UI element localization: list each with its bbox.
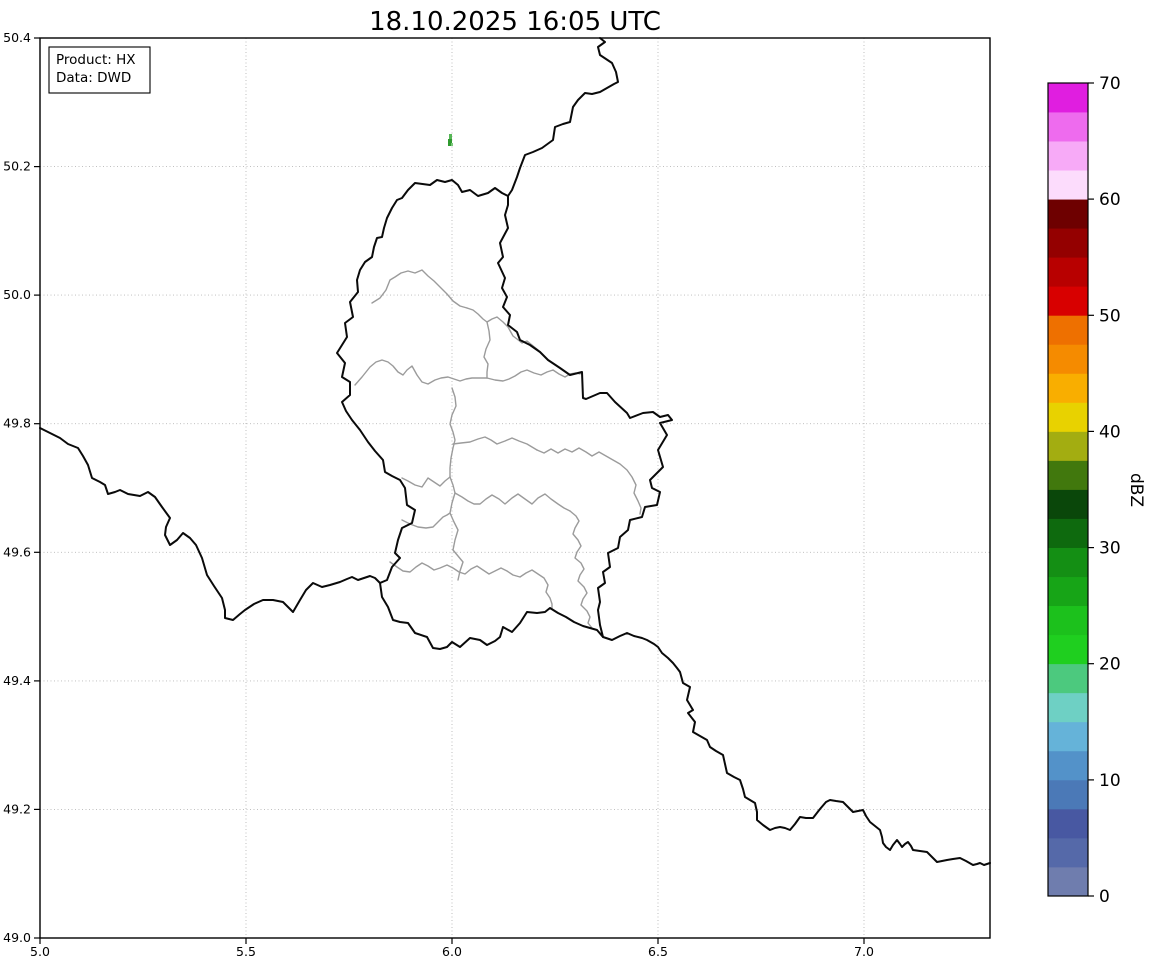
colorbar-segment (1048, 634, 1088, 665)
annotation-data-source: Data: DWD (56, 70, 131, 86)
x-tick-label: 5.0 (30, 944, 50, 959)
colorbar-segment (1048, 83, 1088, 113)
plot-frame (39, 37, 991, 939)
colorbar-segment (1048, 837, 1088, 868)
border-belgium-france (39, 427, 381, 621)
colorbar-tick-label: 10 (1099, 771, 1121, 791)
y-tick-label: 49.2 (3, 801, 31, 816)
grid-lines (40, 38, 990, 938)
x-axis-labels: 5.0 5.5 6.0 6.5 7.0 (30, 944, 874, 959)
y-tick-label: 49.4 (3, 673, 31, 688)
y-tick-label: 50.2 (3, 159, 31, 174)
colorbar-unit-label: dBZ (1126, 473, 1146, 507)
colorbar-segment (1048, 141, 1088, 171)
radar-echo (451, 143, 453, 146)
colorbar-segment (1048, 721, 1088, 752)
radar-echo (448, 139, 452, 146)
x-tick-label: 6.5 (648, 944, 668, 959)
border-luxembourg (336, 179, 673, 650)
colorbar-segment (1048, 866, 1088, 897)
colorbar-tick-label: 50 (1099, 306, 1121, 326)
x-tick-label: 7.0 (854, 944, 874, 959)
colorbar-segment (1048, 112, 1088, 142)
district-borders (354, 269, 642, 629)
y-tick-label: 49.0 (3, 930, 31, 945)
x-tick-label: 5.5 (236, 944, 256, 959)
y-tick-label: 49.6 (3, 544, 31, 559)
y-axis-labels: 50.4 50.2 50.0 49.8 49.6 49.4 49.2 49.0 (3, 30, 31, 945)
colorbar-tick-label: 20 (1099, 655, 1121, 675)
country-borders (39, 37, 991, 866)
radar-echo-cells (448, 134, 453, 146)
colorbar-segment (1048, 344, 1088, 374)
colorbar-segment (1048, 257, 1088, 287)
colorbar-segment (1048, 489, 1088, 519)
y-tick-label: 49.8 (3, 416, 31, 431)
colorbar-tick-label: 0 (1099, 887, 1110, 907)
x-tick-label: 6.0 (442, 944, 462, 959)
y-tick-label: 50.4 (3, 30, 31, 45)
radar-echo (449, 134, 452, 139)
colorbar-segment (1048, 663, 1088, 694)
colorbar-segment (1048, 547, 1088, 578)
colorbar-segment (1048, 692, 1088, 723)
annotation-product: Product: HX (56, 52, 136, 68)
colorbar-segment (1048, 199, 1088, 229)
colorbar-segment (1048, 373, 1088, 403)
border-belgium-germany (507, 37, 619, 197)
colorbar-segment (1048, 750, 1088, 781)
colorbar-segment (1048, 808, 1088, 839)
colorbar-segment (1048, 228, 1088, 258)
y-tick-label: 50.0 (3, 287, 31, 302)
colorbar-tick-labels: 70 60 50 40 30 20 10 0 (1099, 74, 1121, 907)
colorbar-segment (1048, 605, 1088, 636)
colorbar-ticks (1088, 82, 1094, 897)
colorbar-segment (1048, 779, 1088, 810)
colorbar-gradient (1048, 83, 1088, 897)
colorbar: 70 60 50 40 30 20 10 0 dBZ (1047, 74, 1146, 907)
colorbar-segment (1048, 460, 1088, 490)
colorbar-tick-label: 40 (1099, 422, 1121, 442)
colorbar-segment (1048, 315, 1088, 345)
colorbar-segment (1048, 431, 1088, 461)
axis-ticks (34, 37, 865, 944)
colorbar-segment (1048, 286, 1088, 316)
colorbar-segment (1048, 402, 1088, 432)
page-title: 18.10.2025 16:05 UTC (369, 7, 661, 37)
colorbar-tick-label: 30 (1099, 539, 1121, 559)
colorbar-tick-label: 60 (1099, 190, 1121, 210)
border-france-germany (602, 632, 991, 866)
colorbar-segment (1048, 170, 1088, 200)
colorbar-segment (1048, 518, 1088, 548)
colorbar-segment (1048, 576, 1088, 607)
colorbar-outline (1047, 82, 1089, 897)
annotation-box: Product: HX Data: DWD (48, 46, 151, 94)
colorbar-tick-label: 70 (1099, 74, 1121, 94)
